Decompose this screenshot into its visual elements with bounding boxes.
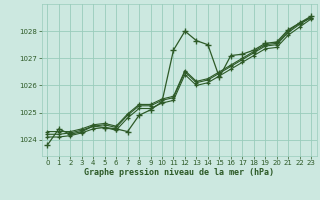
X-axis label: Graphe pression niveau de la mer (hPa): Graphe pression niveau de la mer (hPa) xyxy=(84,168,274,177)
